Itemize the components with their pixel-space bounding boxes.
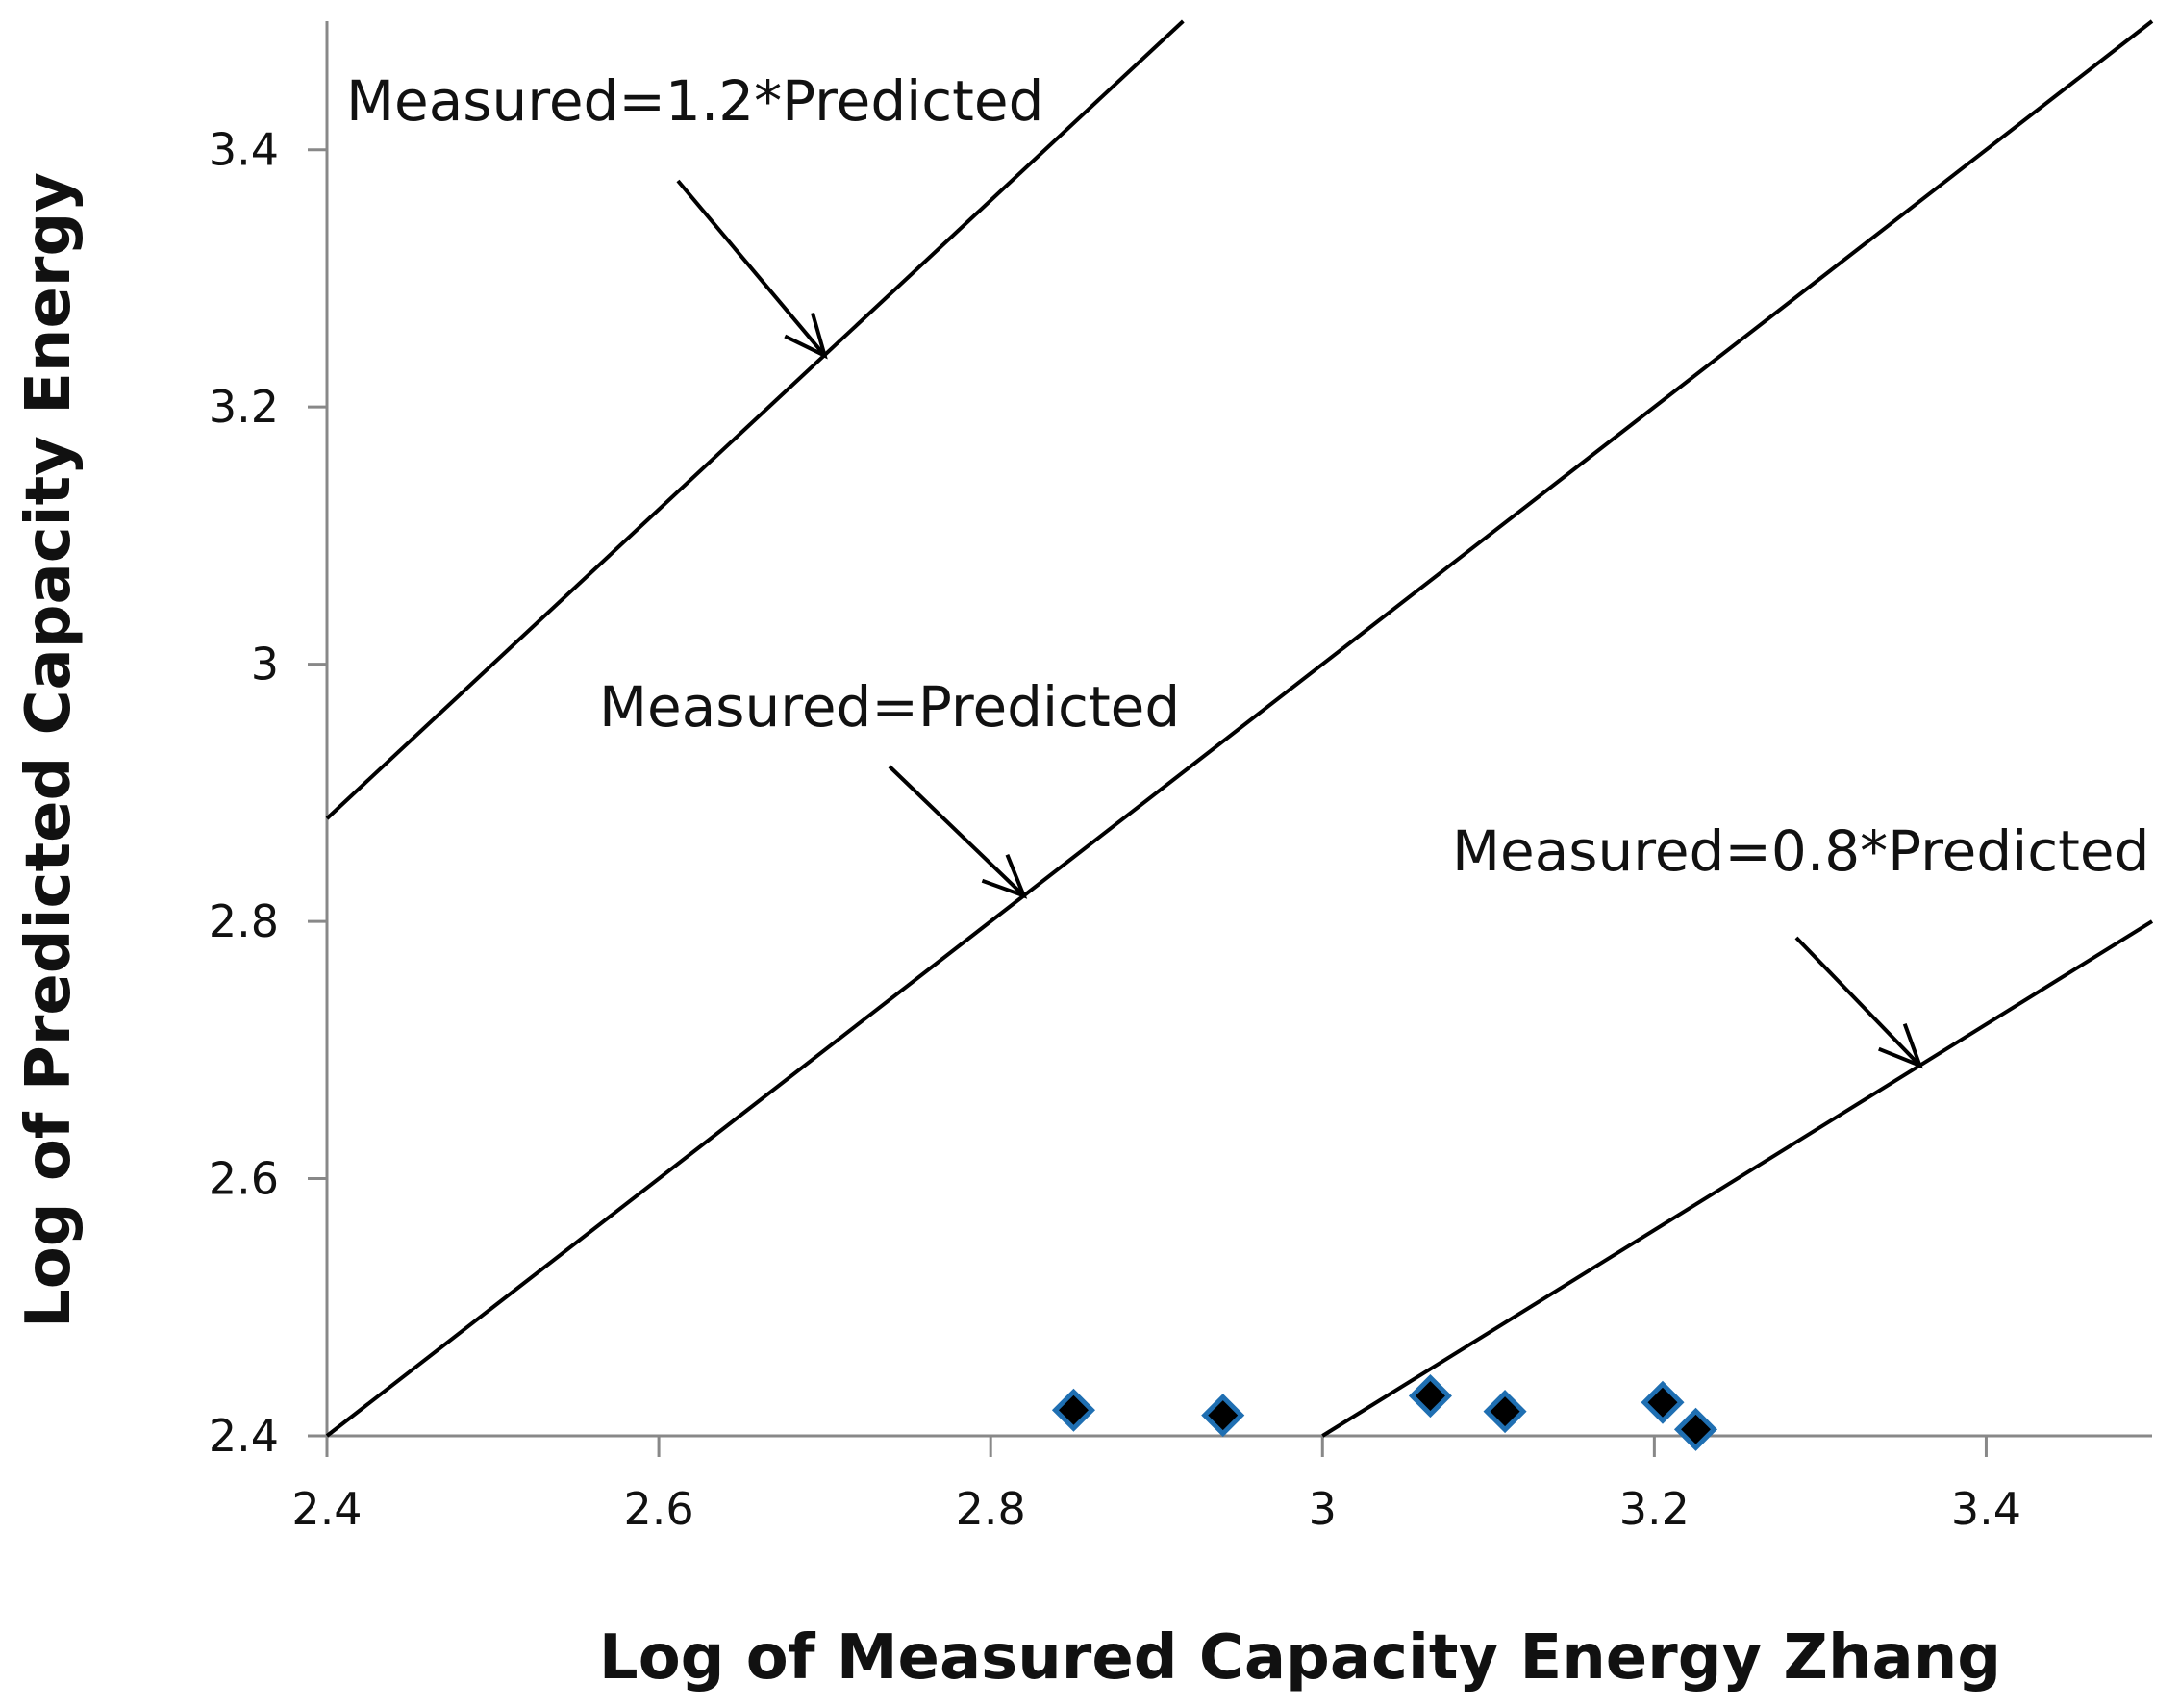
reference-lines xyxy=(325,19,2154,1438)
x-tick-label: 3.2 xyxy=(1619,1483,1690,1535)
data-point xyxy=(1201,1394,1245,1438)
data-point xyxy=(1673,1407,1718,1451)
arrow-head xyxy=(981,853,1028,899)
x-tick-label: 2.6 xyxy=(624,1483,694,1535)
y-tick-label: 3 xyxy=(251,639,279,691)
data-point xyxy=(1408,1374,1452,1419)
y-tick-label: 3.4 xyxy=(209,124,279,176)
reference-line xyxy=(325,19,2154,1438)
axes xyxy=(308,21,2152,1457)
reference-line xyxy=(1321,919,2154,1438)
x-tick-label: 3 xyxy=(1309,1483,1337,1535)
y-tick-label: 2.8 xyxy=(209,895,279,947)
annotation-arrows xyxy=(676,179,1923,1069)
x-tick-label: 2.4 xyxy=(291,1483,362,1535)
y-tick-label: 2.6 xyxy=(209,1153,279,1205)
y-axis-title: Log of Predicted Capacity Energy xyxy=(13,172,85,1328)
data-point xyxy=(1641,1380,1685,1424)
arrow-head xyxy=(784,312,828,360)
x-tick-label: 3.4 xyxy=(1951,1483,2021,1535)
reference-line-label: Measured=Predicted xyxy=(599,674,1180,740)
x-tick-label: 2.8 xyxy=(956,1483,1026,1535)
annotation-arrow xyxy=(676,179,827,357)
scatter-points xyxy=(1051,1374,1718,1451)
reference-line xyxy=(325,19,1185,820)
tick-labels: 2.4 2.6 2.8 3 3.2 3.4 2.4 2.6 2.8 3 3.2 3.4 xyxy=(209,124,2021,1535)
reference-line-label: Measured=1.2*Predicted xyxy=(346,68,1043,134)
annotations: Measured=1.2*Predicted Measured=Predicted… xyxy=(346,68,2149,884)
data-point xyxy=(1051,1388,1095,1432)
arrow-head xyxy=(1878,1022,1923,1069)
x-axis-title: Log of Measured Capacity Energy Zhang xyxy=(599,1622,2001,1694)
y-tick-label: 2.4 xyxy=(209,1410,279,1462)
data-point xyxy=(1483,1390,1527,1434)
reference-line-label: Measured=0.8*Predicted xyxy=(1452,818,2149,884)
annotation-arrow xyxy=(888,765,1026,897)
y-tick-label: 3.2 xyxy=(209,381,279,433)
annotation-arrow xyxy=(1794,936,1921,1068)
